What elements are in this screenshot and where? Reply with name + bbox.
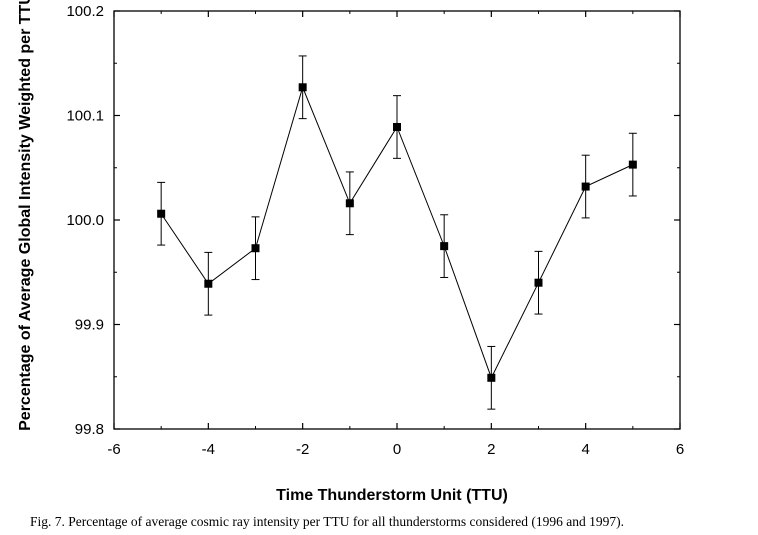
y-tick-label: 99.8	[75, 421, 104, 438]
x-tick-label: 2	[487, 441, 495, 458]
x-tick-label: -6	[107, 441, 120, 458]
data-point-marker	[157, 209, 166, 218]
data-point-marker	[534, 278, 543, 287]
y-axis-title: Percentage of Average Global Intensity W…	[17, 0, 34, 431]
plot-frame	[113, 10, 681, 430]
x-axis-title: Time Thunderstorm Unit (TTU)	[276, 487, 508, 504]
data-point-marker	[628, 160, 637, 169]
y-tick-label: 100.2	[66, 3, 104, 20]
error-bars	[157, 55, 637, 410]
y-tick-label: 100.1	[66, 108, 104, 125]
data-point-marker	[298, 83, 307, 92]
data-point-marker	[440, 242, 449, 251]
data-point-marker	[345, 199, 354, 208]
figure-caption: Fig. 7. Percentage of average cosmic ray…	[30, 514, 624, 529]
data-point-marker	[204, 279, 213, 288]
x-tick-label: 6	[676, 441, 684, 458]
data-point-marker	[487, 373, 496, 382]
data-markers	[157, 83, 637, 382]
x-tick-label: 4	[581, 441, 589, 458]
data-point-marker	[393, 122, 401, 131]
x-tick-label: -4	[202, 441, 215, 458]
y-tick-label: 100.0	[66, 212, 104, 229]
axis-ticks	[113, 10, 681, 430]
x-tick-label: -2	[296, 441, 309, 458]
x-tick-labels: -6 -4 -2 0 2 4 6	[107, 441, 684, 458]
data-point-marker	[581, 182, 590, 191]
y-tick-label: 99.9	[75, 317, 104, 334]
y-tick-labels: 99.8 99.9 100.0 100.1 100.2	[66, 3, 104, 438]
x-tick-label: 0	[393, 441, 401, 458]
data-point-marker	[251, 244, 260, 253]
